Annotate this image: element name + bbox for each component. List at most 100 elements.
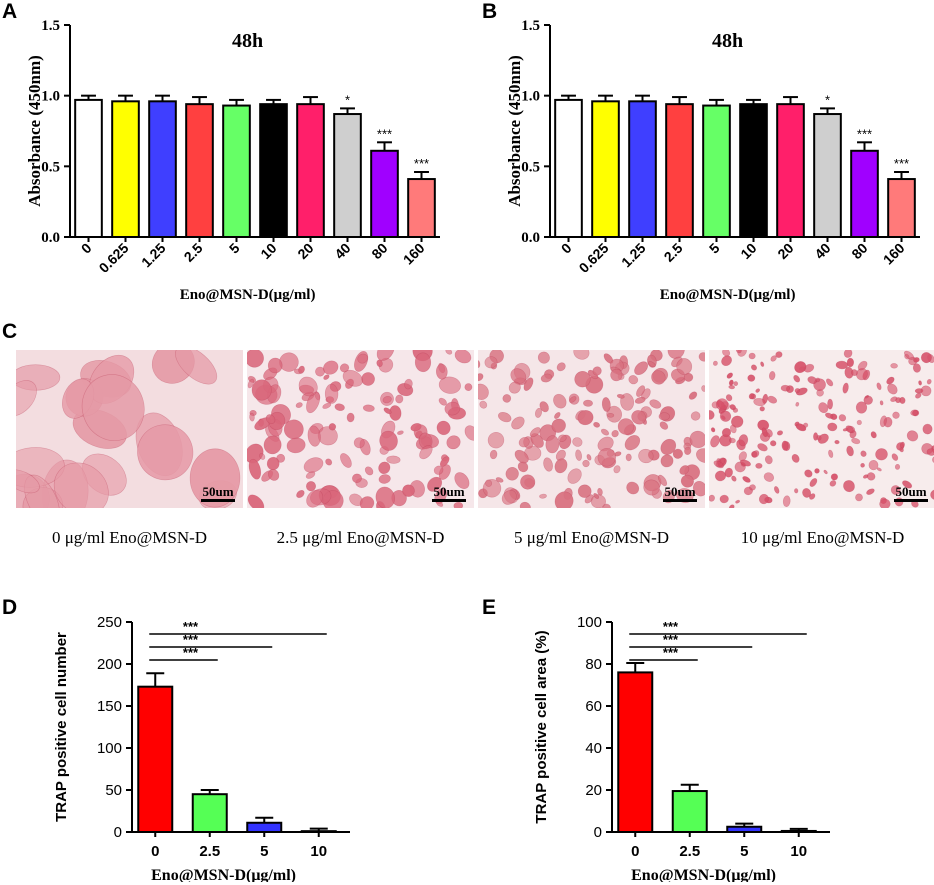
bar — [813, 113, 842, 238]
cell-shape — [912, 363, 921, 373]
y-axis-label: Absorbance (450nm) — [505, 55, 524, 207]
bar — [137, 685, 174, 834]
cell-shape — [267, 469, 280, 481]
cell-shape — [842, 382, 849, 394]
cell-shape — [346, 412, 355, 423]
bar — [702, 104, 731, 238]
cell-shape — [763, 472, 775, 482]
y-tick-label: 0.5 — [41, 159, 60, 175]
cell-shape — [453, 501, 464, 508]
cell-shape — [265, 414, 276, 425]
cell-shape — [902, 480, 913, 489]
cell-shape — [334, 403, 345, 411]
cell-shape — [583, 399, 593, 407]
cell-shape — [672, 448, 683, 459]
cell-shape — [267, 357, 283, 374]
micrograph-caption-0: 0 μg/ml Eno@MSN-D — [51, 528, 208, 547]
cell-shape — [758, 493, 769, 505]
y-tick-label: 1.0 — [521, 89, 540, 105]
panel-letter-b: B — [482, 0, 498, 23]
cell-shape — [713, 460, 724, 469]
cell-shape — [748, 352, 756, 360]
cell-shape — [715, 398, 729, 411]
significance-label: *** — [377, 126, 392, 141]
cell-shape — [731, 415, 744, 428]
micrograph-image-2 — [478, 350, 705, 508]
panel-letter-d: D — [2, 596, 18, 619]
cell-shape — [505, 467, 519, 481]
cell-shape — [436, 420, 451, 436]
cell-shape — [735, 350, 742, 354]
cell-shape — [283, 419, 304, 440]
y-axis-label: TRAP positive cell number — [53, 632, 70, 822]
cell-shape — [593, 493, 600, 499]
cell-shape — [890, 485, 901, 496]
cell-shape — [870, 431, 877, 439]
y-axis-label: TRAP positive cell area (%) — [533, 630, 550, 823]
cell-shape — [529, 427, 541, 438]
cell-shape — [757, 419, 770, 431]
cell-shape — [930, 489, 934, 500]
cell-shape — [628, 375, 639, 385]
cell-shape — [379, 430, 398, 451]
x-tick-label: 5 — [740, 843, 748, 860]
cell-shape — [577, 410, 594, 426]
cell-shape — [303, 457, 324, 473]
cell-shape — [913, 357, 920, 363]
cell-shape — [729, 437, 736, 444]
significance-label: *** — [414, 156, 429, 171]
y-tick-label: 1.0 — [41, 89, 60, 105]
cell-shape — [794, 361, 807, 374]
cell-shape — [298, 376, 318, 397]
cell-shape — [340, 453, 352, 468]
cell-shape — [249, 412, 255, 422]
bar — [300, 830, 337, 834]
cell-shape — [709, 494, 715, 502]
cell-shape — [305, 471, 316, 479]
cell-shape — [517, 461, 529, 473]
cell-shape — [175, 350, 218, 385]
x-tick-label: 2.5 — [199, 843, 220, 860]
cell-shape — [651, 370, 666, 385]
cell-shape — [710, 435, 720, 448]
cell-shape — [680, 474, 694, 488]
cell-shape — [688, 391, 698, 400]
cell-shape — [794, 488, 799, 494]
cell-shape — [296, 490, 305, 498]
cell-shape — [903, 350, 915, 360]
x-tick-label: 2.5 — [679, 843, 700, 860]
chart-title: 48h — [712, 30, 743, 52]
cell-shape — [660, 438, 677, 455]
cell-shape — [601, 397, 611, 412]
cell-shape — [586, 454, 592, 461]
scale-bar-label: 50um — [895, 484, 927, 499]
bar — [887, 178, 916, 238]
cell-shape — [719, 410, 732, 422]
bar — [591, 100, 620, 238]
cell-shape — [781, 440, 789, 451]
bar — [671, 790, 708, 834]
scale-bar-label: 50um — [433, 484, 465, 499]
cell-shape — [761, 427, 768, 438]
y-tick-label: 1.5 — [41, 18, 60, 34]
cell-shape — [726, 372, 733, 379]
cell-shape — [247, 350, 264, 368]
cell-shape — [860, 463, 865, 468]
y-axis-label: Absorbance (450nm) — [25, 55, 44, 207]
cell-shape — [735, 499, 740, 504]
x-tick-label: 80 — [848, 240, 870, 262]
y-tick-label: 80 — [585, 656, 602, 673]
cell-shape — [592, 366, 602, 376]
cell-shape — [879, 498, 891, 508]
x-tick-label: 10 — [790, 843, 807, 860]
cell-shape — [850, 369, 858, 376]
cell-shape — [502, 394, 512, 403]
cell-shape — [809, 493, 816, 500]
cell-shape — [523, 377, 534, 391]
cell-shape — [802, 488, 812, 498]
cell-shape — [534, 407, 543, 418]
bar — [74, 98, 103, 239]
cell-shape — [511, 416, 525, 430]
micrograph-0: 50um — [16, 350, 243, 508]
x-tick-label: 20 — [294, 240, 316, 262]
